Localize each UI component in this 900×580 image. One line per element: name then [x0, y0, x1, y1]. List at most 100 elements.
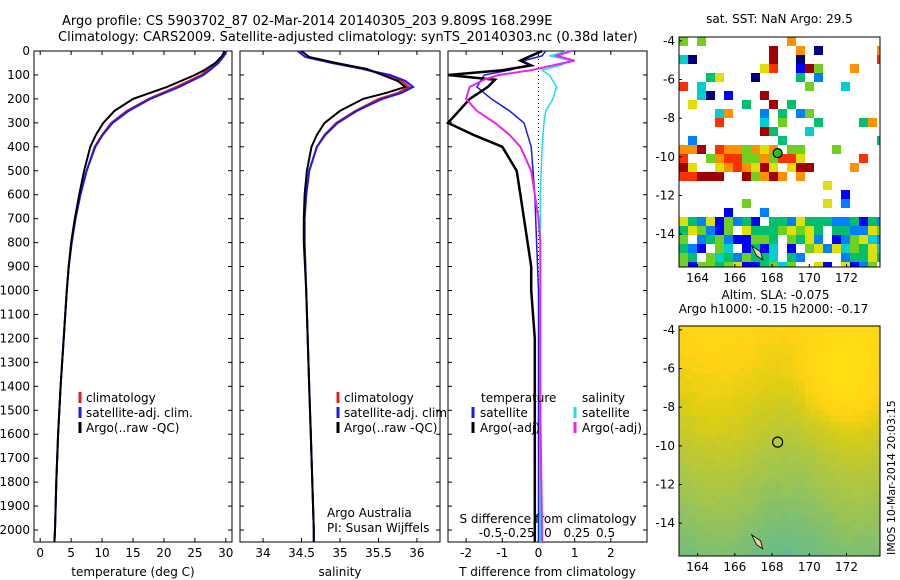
- sst-map-cell: [868, 244, 877, 253]
- temperature-ytick-label: 1900: [0, 499, 30, 513]
- sla-map-cell: [745, 554, 751, 556]
- sla-map-cell: [853, 428, 859, 434]
- sla-map-cell: [733, 518, 739, 524]
- sla-map-cell: [877, 428, 880, 434]
- sst-map-cell: [868, 217, 877, 226]
- sst-map-cell: [778, 217, 787, 226]
- sla-map-cell: [721, 440, 727, 446]
- sla-map-cell: [865, 440, 871, 446]
- sla-map-cell: [877, 368, 880, 374]
- sla-map-cell: [835, 524, 841, 530]
- sst-map-cell: [814, 244, 823, 253]
- sla-map-cell: [769, 392, 775, 398]
- sla-map-cell: [679, 512, 685, 518]
- sst-map-cell: [724, 91, 733, 100]
- sla-map-cell: [715, 458, 721, 464]
- sla-map-cell: [829, 338, 835, 344]
- sst-map-cell: [760, 154, 769, 163]
- sla-map-cell: [715, 410, 721, 416]
- sst-map-cell: [796, 154, 805, 163]
- sst-map-cell: [769, 226, 778, 235]
- sla-map-cell: [817, 422, 823, 428]
- sla-map-cell: [775, 410, 781, 416]
- sla-map-cell: [715, 518, 721, 524]
- sla-map-cell: [733, 380, 739, 386]
- sla-map-cell: [739, 362, 745, 368]
- sla-map-cell: [715, 380, 721, 386]
- sla-map-cell: [757, 524, 763, 530]
- sst-map-cell: [832, 217, 841, 226]
- sla-map-cell: [709, 392, 715, 398]
- sla-map-cell: [697, 452, 703, 458]
- sla-map-cell: [817, 458, 823, 464]
- sst-map-cell: [841, 190, 850, 199]
- sla-map-cell: [757, 518, 763, 524]
- sla-map-cell: [835, 404, 841, 410]
- sla-map-cell: [787, 416, 793, 422]
- sla-map-cell: [691, 386, 697, 392]
- sst-map-cell: [760, 145, 769, 154]
- sla-map-cell: [763, 542, 769, 548]
- sla-map-cell: [871, 428, 877, 434]
- sla-map-cell: [847, 524, 853, 530]
- sst-map-cell: [697, 172, 706, 181]
- sla-map-cell: [733, 356, 739, 362]
- sla-map-cell: [709, 440, 715, 446]
- sla-map-cell: [679, 362, 685, 368]
- sla-map-cell: [751, 356, 757, 362]
- sst-map-cell: [760, 172, 769, 181]
- sla-map-cell: [739, 458, 745, 464]
- sla-map-cell: [823, 482, 829, 488]
- sla-map-cell: [865, 452, 871, 458]
- sst-map-cell: [814, 73, 823, 82]
- temperature-ytick-label: 300: [7, 116, 30, 130]
- sla-map-cell: [823, 530, 829, 536]
- difference-s-tick-label: 0.25: [563, 526, 590, 540]
- sla-map-cell: [859, 530, 865, 536]
- temperature-frame: [33, 50, 233, 543]
- sla-map-cell: [835, 554, 841, 556]
- temperature-xtick-label: 15: [125, 546, 140, 560]
- sla-map-cell: [769, 398, 775, 404]
- sla-map-cell: [721, 500, 727, 506]
- title-line-2: Climatology: CARS2009. Satellite-adjuste…: [58, 30, 638, 45]
- sla-map-cell: [721, 488, 727, 494]
- sla-map-cell: [751, 362, 757, 368]
- sla-map-cell: [835, 488, 841, 494]
- sla-map-cell: [787, 536, 793, 542]
- sla-map-cell: [757, 452, 763, 458]
- sla-map-cell: [859, 374, 865, 380]
- sst-map-xtick-label: 170: [798, 271, 821, 285]
- sla-map-cell: [685, 464, 691, 470]
- sla-map-cell: [757, 458, 763, 464]
- sla-map-cell: [835, 470, 841, 476]
- sla-map-cell: [691, 338, 697, 344]
- sla-map-cell: [835, 422, 841, 428]
- sla-map-cell: [703, 506, 709, 512]
- sla-map-cell: [805, 380, 811, 386]
- sla-map-cell: [733, 338, 739, 344]
- sla-map-cell: [787, 512, 793, 518]
- sla-map-cell: [769, 506, 775, 512]
- sla-map-cell: [865, 356, 871, 362]
- sla-map-cell: [775, 386, 781, 392]
- sla-map-cell: [817, 506, 823, 512]
- sst-map-ytick-label: -10: [655, 150, 675, 164]
- sla-map-cell: [787, 518, 793, 524]
- sla-map-cell: [805, 494, 811, 500]
- sla-map-cell: [763, 554, 769, 556]
- sla-map-cell: [823, 374, 829, 380]
- sla-map-cell: [727, 452, 733, 458]
- sla-map-cell: [853, 548, 859, 554]
- sla-map-cell: [847, 530, 853, 536]
- sla-map-cell: [745, 536, 751, 542]
- sla-map-cell: [715, 368, 721, 374]
- sla-map-cell: [781, 374, 787, 380]
- difference-s-tick-label: 0.5: [596, 526, 615, 540]
- sst-map-cell: [760, 226, 769, 235]
- sst-map-cell: [751, 154, 760, 163]
- sla-map-cell: [859, 548, 865, 554]
- sla-map-cell: [721, 446, 727, 452]
- sla-map-cell: [745, 434, 751, 440]
- sla-map-cell: [763, 338, 769, 344]
